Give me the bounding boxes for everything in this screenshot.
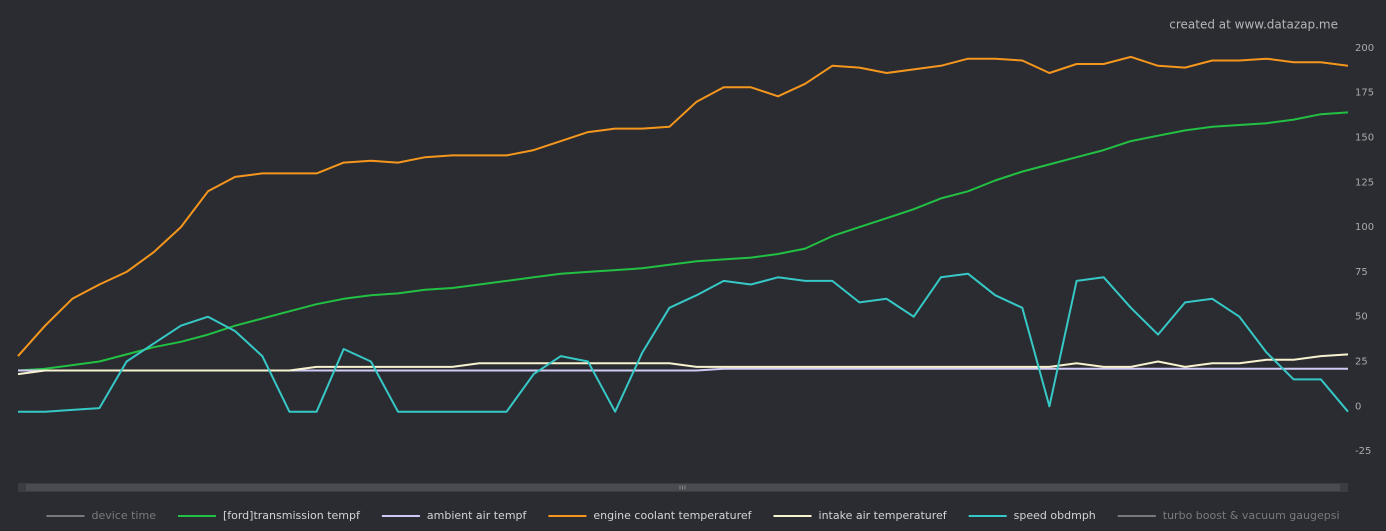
y-tick-label: 200 [1355, 43, 1374, 54]
legend-item[interactable]: [ford]transmission tempf [177, 509, 361, 522]
legend-label: [ford]transmission tempf [223, 509, 361, 522]
legend-label: intake air temperaturef [819, 509, 948, 522]
y-tick-label: 50 [1355, 312, 1368, 323]
series-line [17, 353, 1349, 376]
legend-label: turbo boost & vacuum gaugepsi [1163, 509, 1340, 522]
legend-item[interactable]: engine coolant temperaturef [548, 509, 753, 522]
legend-label: ambient air tempf [427, 509, 528, 522]
y-tick-label: 150 [1355, 133, 1374, 144]
y-tick-label: 0 [1355, 401, 1361, 412]
legend: device time [ford]transmission tempf ambie… [46, 509, 1340, 522]
legend-item[interactable]: speed obdmph [968, 509, 1096, 522]
legend-item[interactable]: turbo boost & vacuum gaugepsi [1117, 509, 1340, 522]
y-tick-label: 25 [1355, 357, 1368, 368]
plot [17, 55, 1349, 413]
y-tick-label: 75 [1355, 267, 1368, 278]
series-line [17, 111, 1349, 372]
legend-label: device time [91, 509, 156, 522]
legend-item[interactable]: ambient air tempf [381, 509, 528, 522]
y-tick-label: -25 [1355, 446, 1371, 457]
legend-label: engine coolant temperaturef [593, 509, 752, 522]
y-tick-label: 100 [1355, 222, 1374, 233]
series-line [17, 55, 1349, 357]
annotation: created at www.datazap.me [1169, 18, 1338, 32]
scrollbar-grip [679, 485, 686, 490]
legend-label: speed obdmph [1014, 509, 1096, 522]
series-line [18, 272, 1349, 413]
legend-item[interactable]: device time [46, 509, 156, 522]
y-tick-label: 175 [1355, 88, 1374, 99]
legend-item[interactable]: intake air temperaturef [773, 509, 948, 522]
y-tick-label: 125 [1355, 177, 1374, 188]
